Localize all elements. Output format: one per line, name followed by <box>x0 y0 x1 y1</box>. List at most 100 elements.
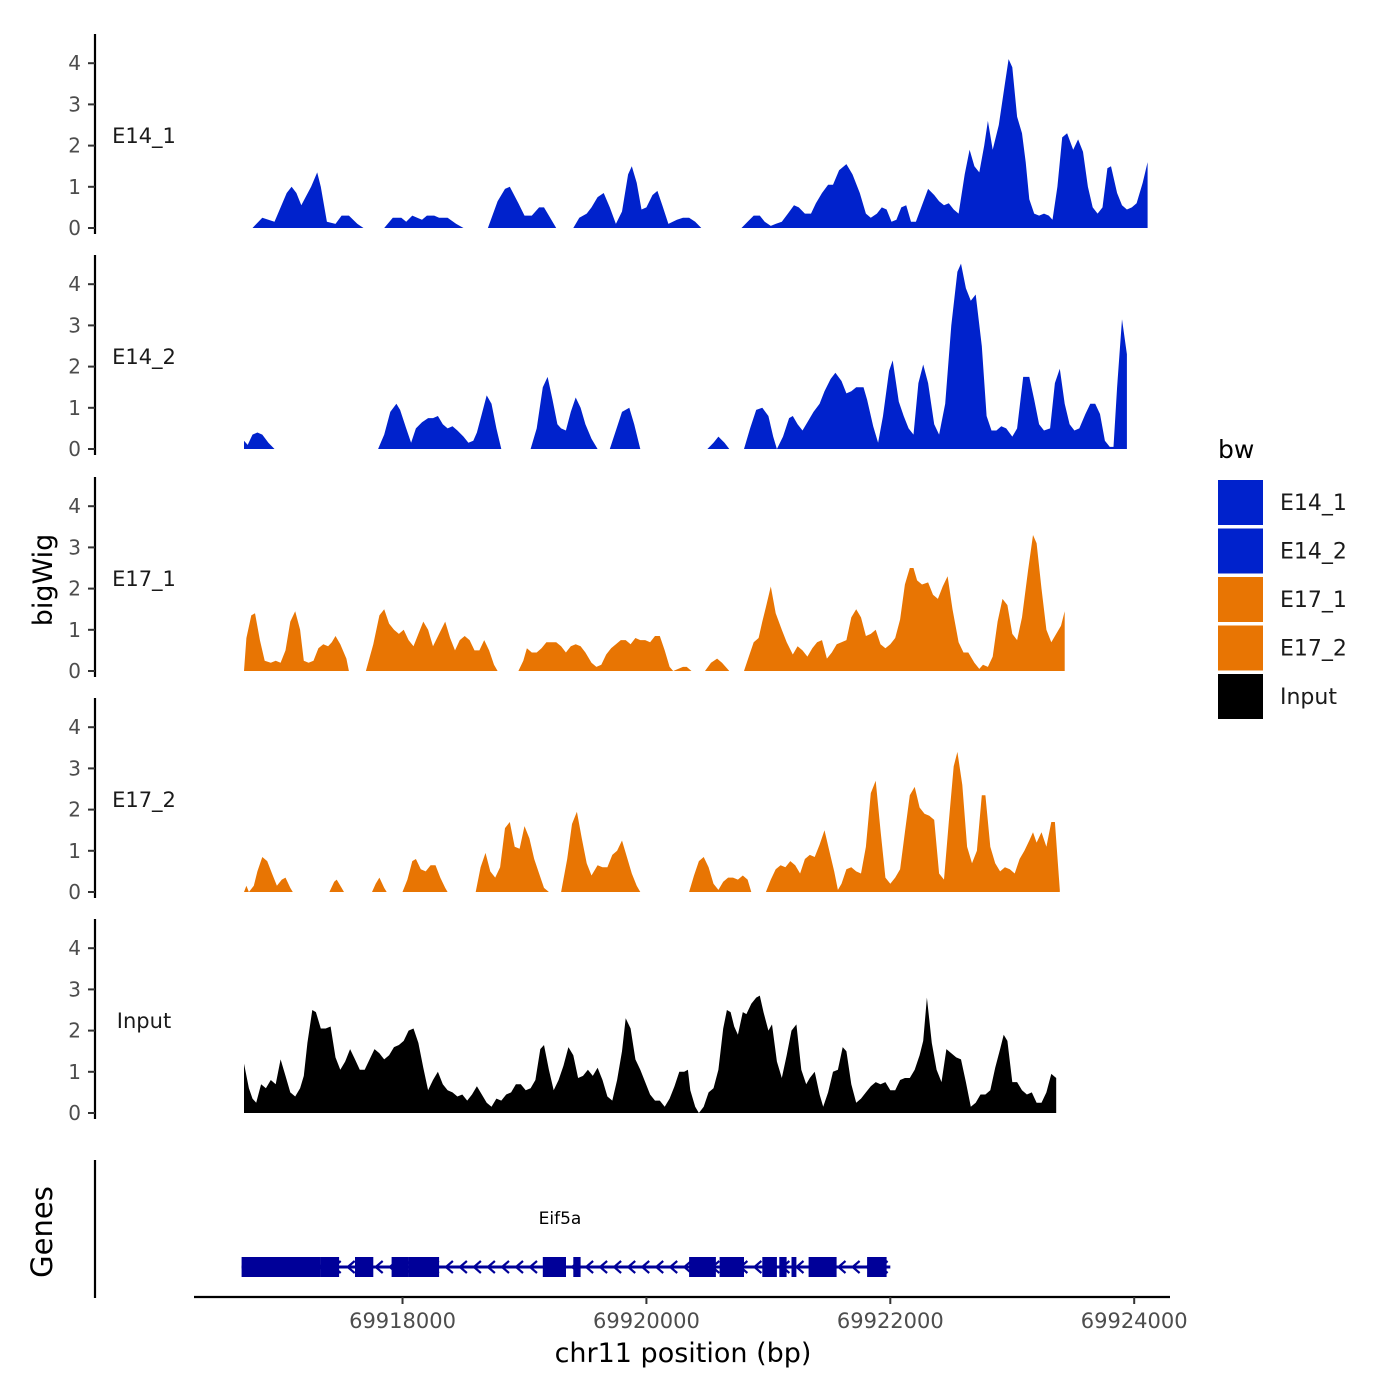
strand-arrow <box>752 1260 763 1274</box>
legend-items: E14_1 E14_2 E17_1 E17_2 Input <box>1218 480 1347 719</box>
legend-swatch <box>1218 674 1263 719</box>
gene-exon <box>408 1257 440 1277</box>
y-tick-label: 2 <box>68 1019 81 1043</box>
y-tick-label: 0 <box>68 216 81 240</box>
strand-arrow <box>458 1260 468 1274</box>
track-E14_2: 0 1 2 3 4 E14_2 <box>68 255 1127 461</box>
legend-swatch <box>1218 577 1263 622</box>
x-tick-label: 69918000 <box>349 1309 456 1333</box>
y-tick-label: 2 <box>68 798 81 822</box>
legend-title: bw <box>1218 435 1254 464</box>
y-tick-label: 1 <box>68 175 81 199</box>
gene-exon <box>719 1257 744 1277</box>
track-E17_1: 0 1 2 3 4 E17_1 <box>68 477 1065 683</box>
strand-arrow <box>668 1260 678 1274</box>
y-tick-label: 4 <box>68 936 81 960</box>
track-label: E14_1 <box>112 124 176 149</box>
y-tick-label: 1 <box>68 839 81 863</box>
track-Input: 0 1 2 3 4 Input <box>68 919 1057 1125</box>
gene-name-label: Eif5a <box>539 1209 582 1229</box>
strand-arrow <box>514 1260 524 1274</box>
y-tick-label: 3 <box>68 756 81 780</box>
gene-exon <box>391 1257 409 1277</box>
gene-model <box>241 1257 891 1277</box>
legend-swatch <box>1218 625 1263 671</box>
y-tick-label: 1 <box>68 396 81 420</box>
legend-label: E14_2 <box>1280 540 1347 565</box>
y-tick-label: 1 <box>68 618 81 642</box>
strand-arrow <box>612 1260 622 1274</box>
x-tick-label: 69920000 <box>593 1309 700 1333</box>
area-E17_1 <box>244 535 1065 671</box>
y-tick-label: 3 <box>68 92 81 116</box>
y-tick-label: 4 <box>68 494 81 518</box>
y-tick-label: 3 <box>68 977 81 1001</box>
y-tick-label: 4 <box>68 715 81 739</box>
y-tick-label: 3 <box>68 313 81 337</box>
strand-arrow <box>500 1260 510 1274</box>
genes-track: Genes Eif5a <box>25 1160 891 1298</box>
gene-exon <box>573 1257 581 1277</box>
x-axis-title: chr11 position (bp) <box>555 1338 812 1369</box>
area-E14_1 <box>252 59 1148 228</box>
strand-arrow <box>528 1260 538 1274</box>
strand-arrow <box>626 1260 636 1274</box>
strand-arrow <box>374 1260 384 1274</box>
track-label: E14_2 <box>112 345 176 370</box>
gene-exon <box>779 1257 787 1277</box>
track-label: E17_1 <box>112 567 176 592</box>
x-tick-label: 69922000 <box>837 1309 944 1333</box>
strand-arrow <box>584 1260 594 1274</box>
area-E14_2 <box>244 263 1127 449</box>
gene-exon <box>762 1257 777 1277</box>
strand-arrow <box>654 1260 664 1274</box>
track-E17_2: 0 1 2 3 4 E17_2 <box>68 698 1060 904</box>
track-label: E17_2 <box>112 788 176 813</box>
legend: bw E14_1 E14_2 E17_1 E17_2 Input <box>1218 435 1347 719</box>
y-tick-label: 4 <box>68 51 81 75</box>
gene-exon <box>355 1257 374 1277</box>
gene-exon <box>791 1257 797 1277</box>
y-tick-label: 0 <box>68 659 81 683</box>
strand-arrow <box>486 1260 496 1274</box>
y-tick-label: 0 <box>68 437 81 461</box>
bigwig-tracks: 0 1 2 3 4 E14_1 0 1 2 3 4 E14_2 0 1 2 3 4 E17_1 0 1 2 3 4 E17_2… <box>68 34 1148 1125</box>
x-axis: 69918000 69920000 69922000 69924000 <box>194 1295 1188 1333</box>
legend-label: E17_1 <box>1280 588 1347 613</box>
area-Input <box>244 995 1057 1113</box>
gene-exon <box>542 1257 566 1277</box>
area-E17_2 <box>244 751 1060 892</box>
gene-exon <box>241 1257 321 1277</box>
y-tick-label: 3 <box>68 535 81 559</box>
strand-arrow <box>682 1260 693 1274</box>
strand-arrow <box>598 1260 608 1274</box>
y-tick-label: 2 <box>68 355 81 379</box>
y-axis-title: bigWig <box>28 534 59 627</box>
strand-arrow <box>850 1260 861 1274</box>
legend-label: E14_1 <box>1280 491 1347 516</box>
y-tick-label: 0 <box>68 880 81 904</box>
strand-arrow <box>346 1260 356 1274</box>
gene-exon <box>867 1257 887 1277</box>
legend-swatch <box>1218 528 1263 574</box>
y-tick-label: 2 <box>68 134 81 158</box>
track-E14_1: 0 1 2 3 4 E14_1 <box>68 34 1148 240</box>
legend-label: E17_2 <box>1280 637 1347 662</box>
gene-exon <box>808 1257 837 1277</box>
legend-label: Input <box>1280 685 1337 710</box>
strand-arrow <box>836 1260 847 1274</box>
y-tick-label: 4 <box>68 272 81 296</box>
strand-arrow <box>444 1260 454 1274</box>
legend-swatch <box>1218 480 1263 525</box>
strand-arrow <box>640 1260 650 1274</box>
strand-arrow <box>794 1260 805 1274</box>
track-label: Input <box>117 1009 171 1033</box>
gene-exon <box>320 1257 340 1277</box>
gene-exon <box>689 1257 716 1277</box>
y-tick-label: 1 <box>68 1060 81 1084</box>
y-tick-label: 2 <box>68 577 81 601</box>
genes-track-label: Genes <box>25 1186 59 1278</box>
x-tick-label: 69924000 <box>1081 1309 1188 1333</box>
